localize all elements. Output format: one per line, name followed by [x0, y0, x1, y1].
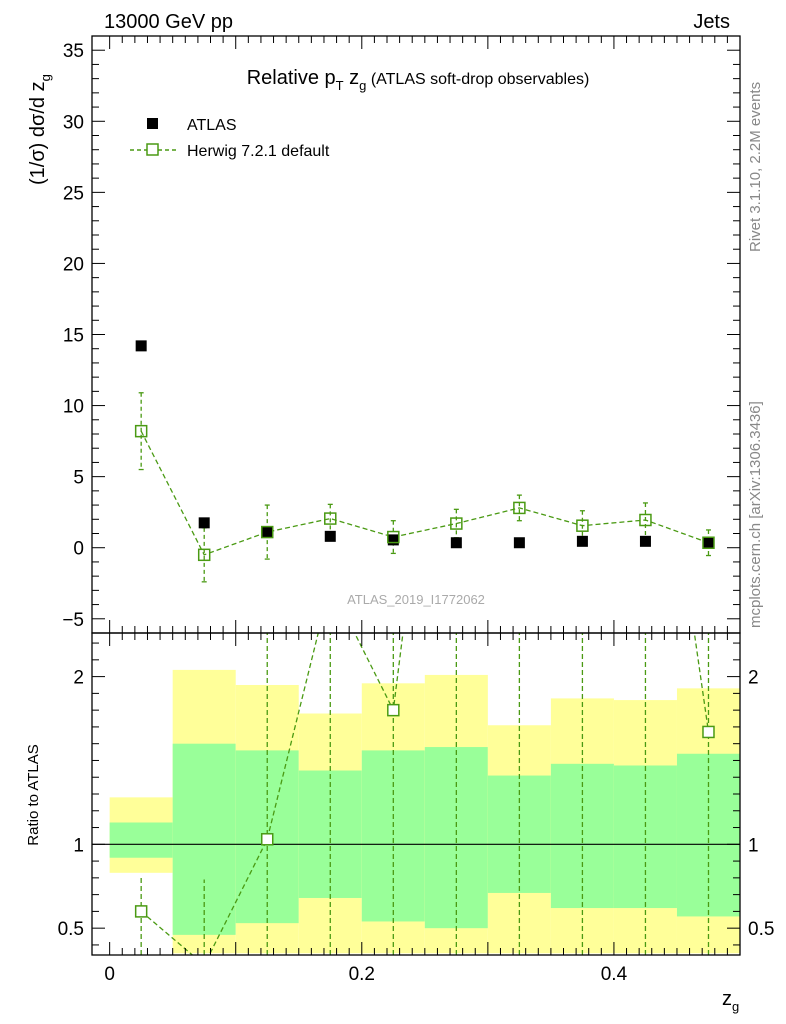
- band-inner-7: [550, 763, 614, 909]
- ratio-mc-point-0: [134, 905, 148, 918]
- main-ytick-label-7: 30: [63, 112, 84, 133]
- ratio-bands: [92, 669, 740, 954]
- ratio-ytick-label-left-2: 2: [73, 668, 84, 689]
- ratio-ytick-label-right-1: 1: [748, 835, 759, 856]
- mc-point-2: [260, 525, 274, 539]
- mc-point-0: [134, 424, 148, 438]
- xtick-label-1: 0.2: [349, 964, 375, 985]
- legend-label-atlas: ATLAS: [187, 117, 237, 134]
- atlas-point-5: [450, 537, 462, 549]
- ratio-marks: [134, 633, 715, 955]
- legend: ATLAS Herwig 7.2.1 default: [130, 117, 330, 160]
- ratio-mc-line: [140, 633, 710, 955]
- atlas-point-9: [702, 537, 714, 549]
- analysis-watermark: ATLAS_2019_I1772062: [347, 592, 485, 607]
- header-left: 13000 GeV pp: [104, 11, 233, 33]
- mcplots-label: mcplots.cern.ch [arXiv:1306.3436]: [747, 401, 764, 628]
- ratio-mc-point-4: [387, 703, 400, 717]
- ratio-ytick-label-right-0: 0.5: [748, 919, 774, 940]
- atlas-point-1: [198, 517, 210, 529]
- ratio-ytick-label-right-2: 2: [748, 668, 759, 689]
- atlas-point-3: [324, 530, 336, 542]
- atlas-point-2: [261, 526, 273, 538]
- header-right: Jets: [693, 11, 730, 33]
- mc-point-4: [387, 530, 400, 544]
- ratio-ytick-label-left-1: 1: [73, 835, 84, 856]
- xtick-label-0: 0: [104, 964, 115, 985]
- ratio-ytick-label-left-0: 0.5: [58, 919, 84, 940]
- atlas-point-6: [513, 537, 525, 549]
- legend-marker-atlas: [147, 118, 158, 129]
- legend-label-mc: Herwig 7.2.1 default: [187, 143, 330, 160]
- axes: −5 0 5 10 15 20 25 30 35 0 0.2 0.4 0.5 0.5 1 1 2 2: [58, 35, 774, 985]
- main-ytick-label-6: 25: [63, 183, 84, 204]
- atlas-point-0: [135, 340, 147, 352]
- mc-line: [140, 430, 709, 556]
- mc-point-6: [513, 501, 526, 515]
- band-inner-8: [613, 765, 677, 909]
- main-ytick-label-8: 35: [63, 41, 84, 62]
- mc-point-7: [576, 519, 589, 532]
- main-ytick-label-5: 20: [63, 254, 84, 275]
- mc-point-3: [324, 512, 337, 525]
- ratio-axis-label: Ratio to ATLAS: [25, 744, 42, 845]
- x-axis-label: zg: [722, 988, 739, 1014]
- xtick-label-2: 0.4: [601, 964, 628, 985]
- band-inner-0: [109, 822, 173, 858]
- main-ytick-label-0: −5: [62, 610, 84, 631]
- ratio-mc-series: [134, 633, 715, 955]
- main-ytick-label-4: 15: [63, 326, 84, 347]
- ratio-mc-point-9: [702, 725, 715, 739]
- y-axis-label: (1/σ) dσ/d zg: [27, 74, 53, 185]
- mc-point-9: [702, 536, 715, 549]
- plot-title: Relative pT zg (ATLAS soft-drop observab…: [247, 67, 590, 93]
- atlas-point-8: [639, 535, 651, 547]
- atlas-point-4: [387, 534, 399, 546]
- main-marks: [134, 340, 715, 583]
- main-ytick-label-2: 5: [73, 468, 84, 489]
- mc-point-1: [197, 548, 211, 562]
- mc-point-8: [639, 513, 652, 527]
- rivet-label: Rivet 3.1.10, 2.2M events: [747, 82, 764, 252]
- main-ytick-label-3: 10: [63, 397, 84, 418]
- ratio-mc-point-2: [260, 833, 274, 846]
- legend-marker-mc: [146, 143, 159, 156]
- main-ytick-label-1: 0: [73, 539, 84, 560]
- atlas-point-7: [576, 535, 588, 547]
- mc-point-5: [450, 517, 463, 530]
